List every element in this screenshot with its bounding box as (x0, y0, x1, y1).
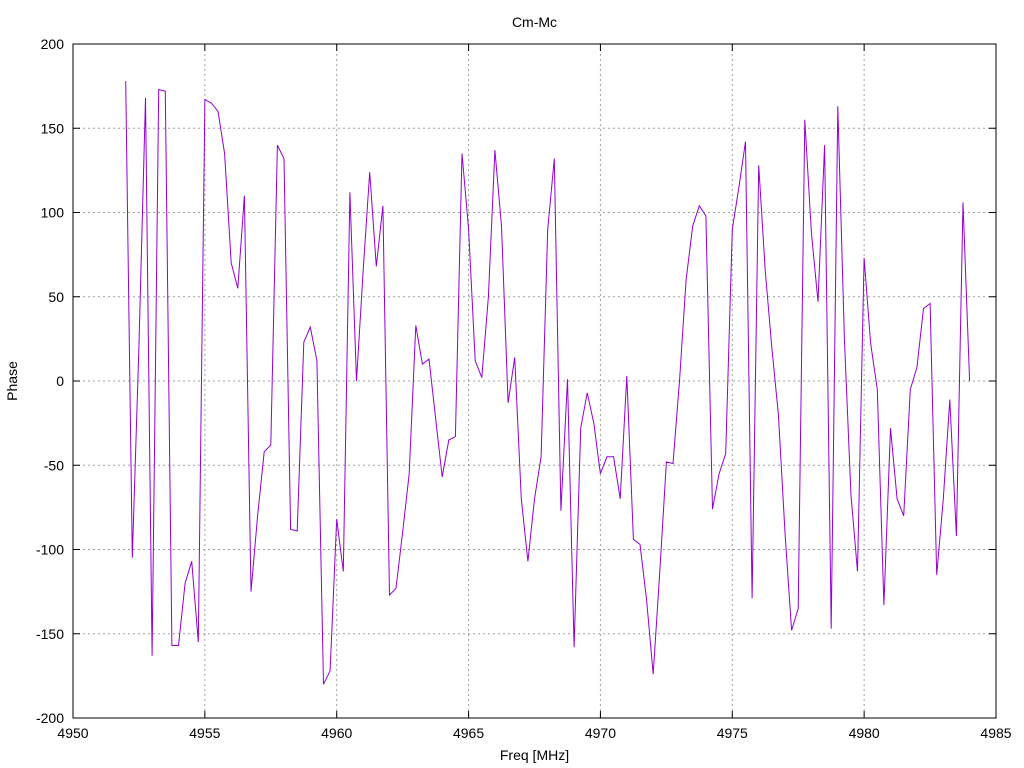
x-tick-label: 4985 (980, 725, 1011, 741)
y-tick-label: -150 (36, 626, 64, 642)
series-layer (125, 81, 971, 685)
chart-title: Cm-Mc (512, 14, 557, 30)
x-tick-label: 4955 (189, 725, 220, 741)
y-tick-label: 150 (41, 120, 65, 136)
x-tick-label: 4950 (57, 725, 88, 741)
y-axis-title: Phase (4, 361, 20, 401)
y-tick-label: -50 (44, 457, 64, 473)
x-tick-label: 4980 (849, 725, 880, 741)
y-tick-label: 200 (41, 36, 65, 52)
x-tick-label: 4975 (717, 725, 748, 741)
x-tick-label: 4960 (321, 725, 352, 741)
y-tick-label: 100 (41, 205, 65, 221)
grid (73, 44, 996, 718)
y-tick-label: 0 (56, 373, 64, 389)
y-tick-label: -200 (36, 710, 64, 726)
x-axis-title: Freq [MHz] (500, 747, 569, 763)
series-line-0 (125, 81, 971, 685)
x-tick-label: 4970 (585, 725, 616, 741)
y-tick-labels: -200 -150 -100 -50 0 50 100 150 200 (36, 36, 64, 726)
x-tick-labels: 4950 4955 4960 4965 4970 4975 4980 4985 (57, 725, 1011, 741)
tick-marks (72, 43, 997, 719)
y-tick-label: 50 (48, 289, 64, 305)
y-tick-label: -100 (36, 542, 64, 558)
x-tick-label: 4965 (453, 725, 484, 741)
